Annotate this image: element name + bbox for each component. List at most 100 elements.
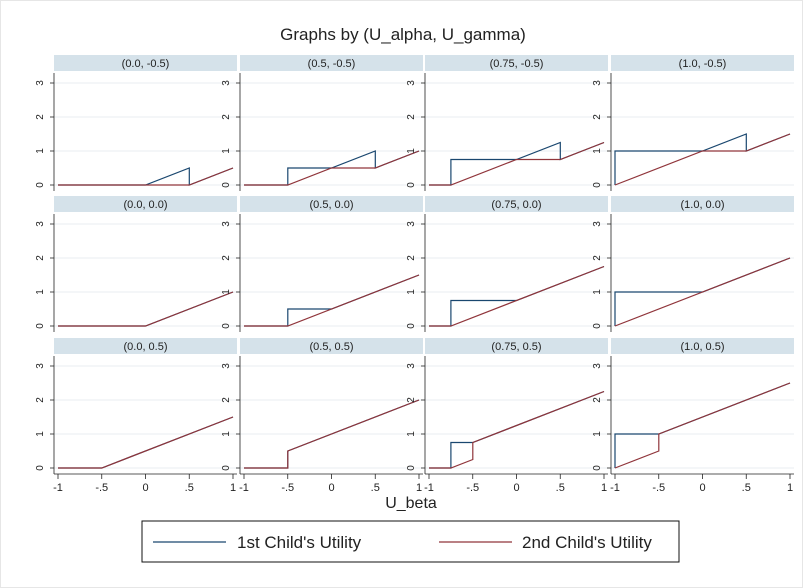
y-tick-label: 0	[221, 323, 232, 329]
panel-5: (0.0, 0.0) 0 1 2 3	[35, 196, 237, 332]
y-tick-label: 1	[592, 431, 603, 437]
panel-7: (0.75, 0.0) 0 1 2 3	[406, 196, 608, 332]
series-line-1	[614, 133, 791, 185]
y-tick-label: 3	[35, 363, 46, 369]
y-tick-label: 2	[35, 255, 46, 261]
panel-strip	[240, 55, 423, 71]
y-tick-label: 2	[35, 397, 46, 403]
panel-6: (0.5, 0.0) 0 1 2 3	[221, 196, 423, 332]
y-tick-label: 3	[221, 221, 232, 227]
series-line-1	[244, 274, 420, 327]
panel-1: (0.0, -0.5) 0 1 2 3	[35, 55, 237, 191]
y-tick-label: 2	[221, 114, 232, 120]
y-tick-label: 2	[221, 255, 232, 261]
x-tick-label: 1	[230, 482, 236, 494]
x-tick-label: -.5	[466, 482, 479, 494]
series-line-2	[58, 291, 234, 327]
y-tick-label: 0	[221, 465, 232, 471]
legend-box	[141, 520, 680, 563]
panel-strip	[54, 338, 237, 354]
panel-label: (0.5, 0.0)	[309, 199, 353, 211]
panel-4: (1.0, -0.5) 0 1 2 3	[592, 55, 794, 191]
panel-strip	[54, 196, 237, 212]
panel-label: (0.5, 0.5)	[309, 341, 353, 353]
series-line-2	[614, 382, 791, 469]
x-tick-label: 1	[601, 482, 607, 494]
series-line-2	[429, 390, 605, 469]
y-tick-label: 3	[35, 221, 46, 227]
x-tick-label: .5	[371, 482, 380, 494]
panel-strip	[425, 196, 608, 212]
x-tick-label: .5	[185, 482, 194, 494]
x-tick-label: -.5	[281, 482, 294, 494]
series-line-1	[429, 390, 605, 469]
series-line-2	[614, 133, 791, 186]
legend: 1st Child's Utility 2nd Child's Utility	[141, 520, 680, 563]
panel-12: (1.0, 0.5) 0 1 2 3 -1 -.5 0 .5 1	[592, 338, 794, 494]
series-line-1	[429, 265, 605, 327]
y-tick-label: 2	[406, 397, 417, 403]
panel-10: (0.5, 0.5) 0 1 2 3 -1 -.5 0 .5 1	[221, 338, 423, 494]
panel-strip	[54, 55, 237, 71]
x-tick-label: 1	[787, 482, 793, 494]
x-tick-label: 0	[328, 482, 334, 494]
y-tick-label: 0	[221, 182, 232, 188]
y-tick-label: 3	[406, 363, 417, 369]
series-line-2	[244, 274, 420, 327]
y-tick-label: 1	[35, 289, 46, 295]
y-tick-label: 1	[592, 148, 603, 154]
series-line-2	[614, 257, 791, 327]
legend-label-series-1: 1st Child's Utility	[237, 533, 362, 552]
panel-3: (0.75, -0.5) 0 1 2 3	[406, 55, 608, 191]
y-tick-label: 2	[592, 114, 603, 120]
panel-label: (0.0, 0.0)	[123, 199, 167, 211]
y-tick-label: 0	[592, 182, 603, 188]
y-tick-label: 2	[592, 397, 603, 403]
x-tick-label: 0	[513, 482, 519, 494]
x-tick-label: -1	[610, 482, 620, 494]
x-tick-label: 0	[699, 482, 705, 494]
panel-label: (0.0, 0.5)	[123, 341, 167, 353]
y-tick-label: 1	[221, 148, 232, 154]
panel-strip	[425, 338, 608, 354]
y-tick-label: 2	[406, 255, 417, 261]
panel-strip	[240, 196, 423, 212]
y-tick-label: 1	[406, 431, 417, 437]
x-tick-label: -1	[53, 482, 63, 494]
y-tick-label: 3	[592, 80, 603, 86]
panel-label: (1.0, -0.5)	[679, 58, 727, 70]
y-tick-label: 3	[35, 80, 46, 86]
x-tick-label: 1	[416, 482, 422, 494]
series-line-2	[58, 167, 234, 186]
panel-11: (0.75, 0.5) 0 1 2 3 -1 -.5 0 .5 1	[406, 338, 608, 494]
x-tick-label: .5	[742, 482, 751, 494]
series-line-1	[58, 416, 234, 469]
series-line-2	[58, 416, 234, 469]
y-tick-label: 1	[592, 289, 603, 295]
panel-label: (0.75, 0.5)	[491, 341, 541, 353]
y-tick-label: 0	[406, 465, 417, 471]
series-line-2	[429, 141, 605, 186]
series-line-2	[244, 150, 420, 186]
y-tick-label: 3	[592, 221, 603, 227]
y-tick-label: 3	[592, 363, 603, 369]
y-tick-label: 0	[406, 182, 417, 188]
series-line-1	[58, 291, 234, 327]
y-tick-label: 1	[221, 431, 232, 437]
y-tick-label: 1	[35, 431, 46, 437]
panel-label: (1.0, 0.0)	[680, 199, 724, 211]
y-tick-label: 0	[406, 323, 417, 329]
chart-title: Graphs by (U_alpha, U_gamma)	[280, 25, 526, 44]
y-tick-label: 0	[35, 465, 46, 471]
panel-strip	[611, 196, 794, 212]
x-tick-label: -1	[424, 482, 434, 494]
y-tick-label: 0	[592, 323, 603, 329]
panel-8: (1.0, 0.0) 0 1 2 3	[592, 196, 794, 332]
series-line-2	[429, 265, 605, 327]
y-tick-label: 0	[592, 465, 603, 471]
y-tick-label: 2	[35, 114, 46, 120]
x-tick-label: -1	[239, 482, 249, 494]
x-tick-label: 0	[142, 482, 148, 494]
